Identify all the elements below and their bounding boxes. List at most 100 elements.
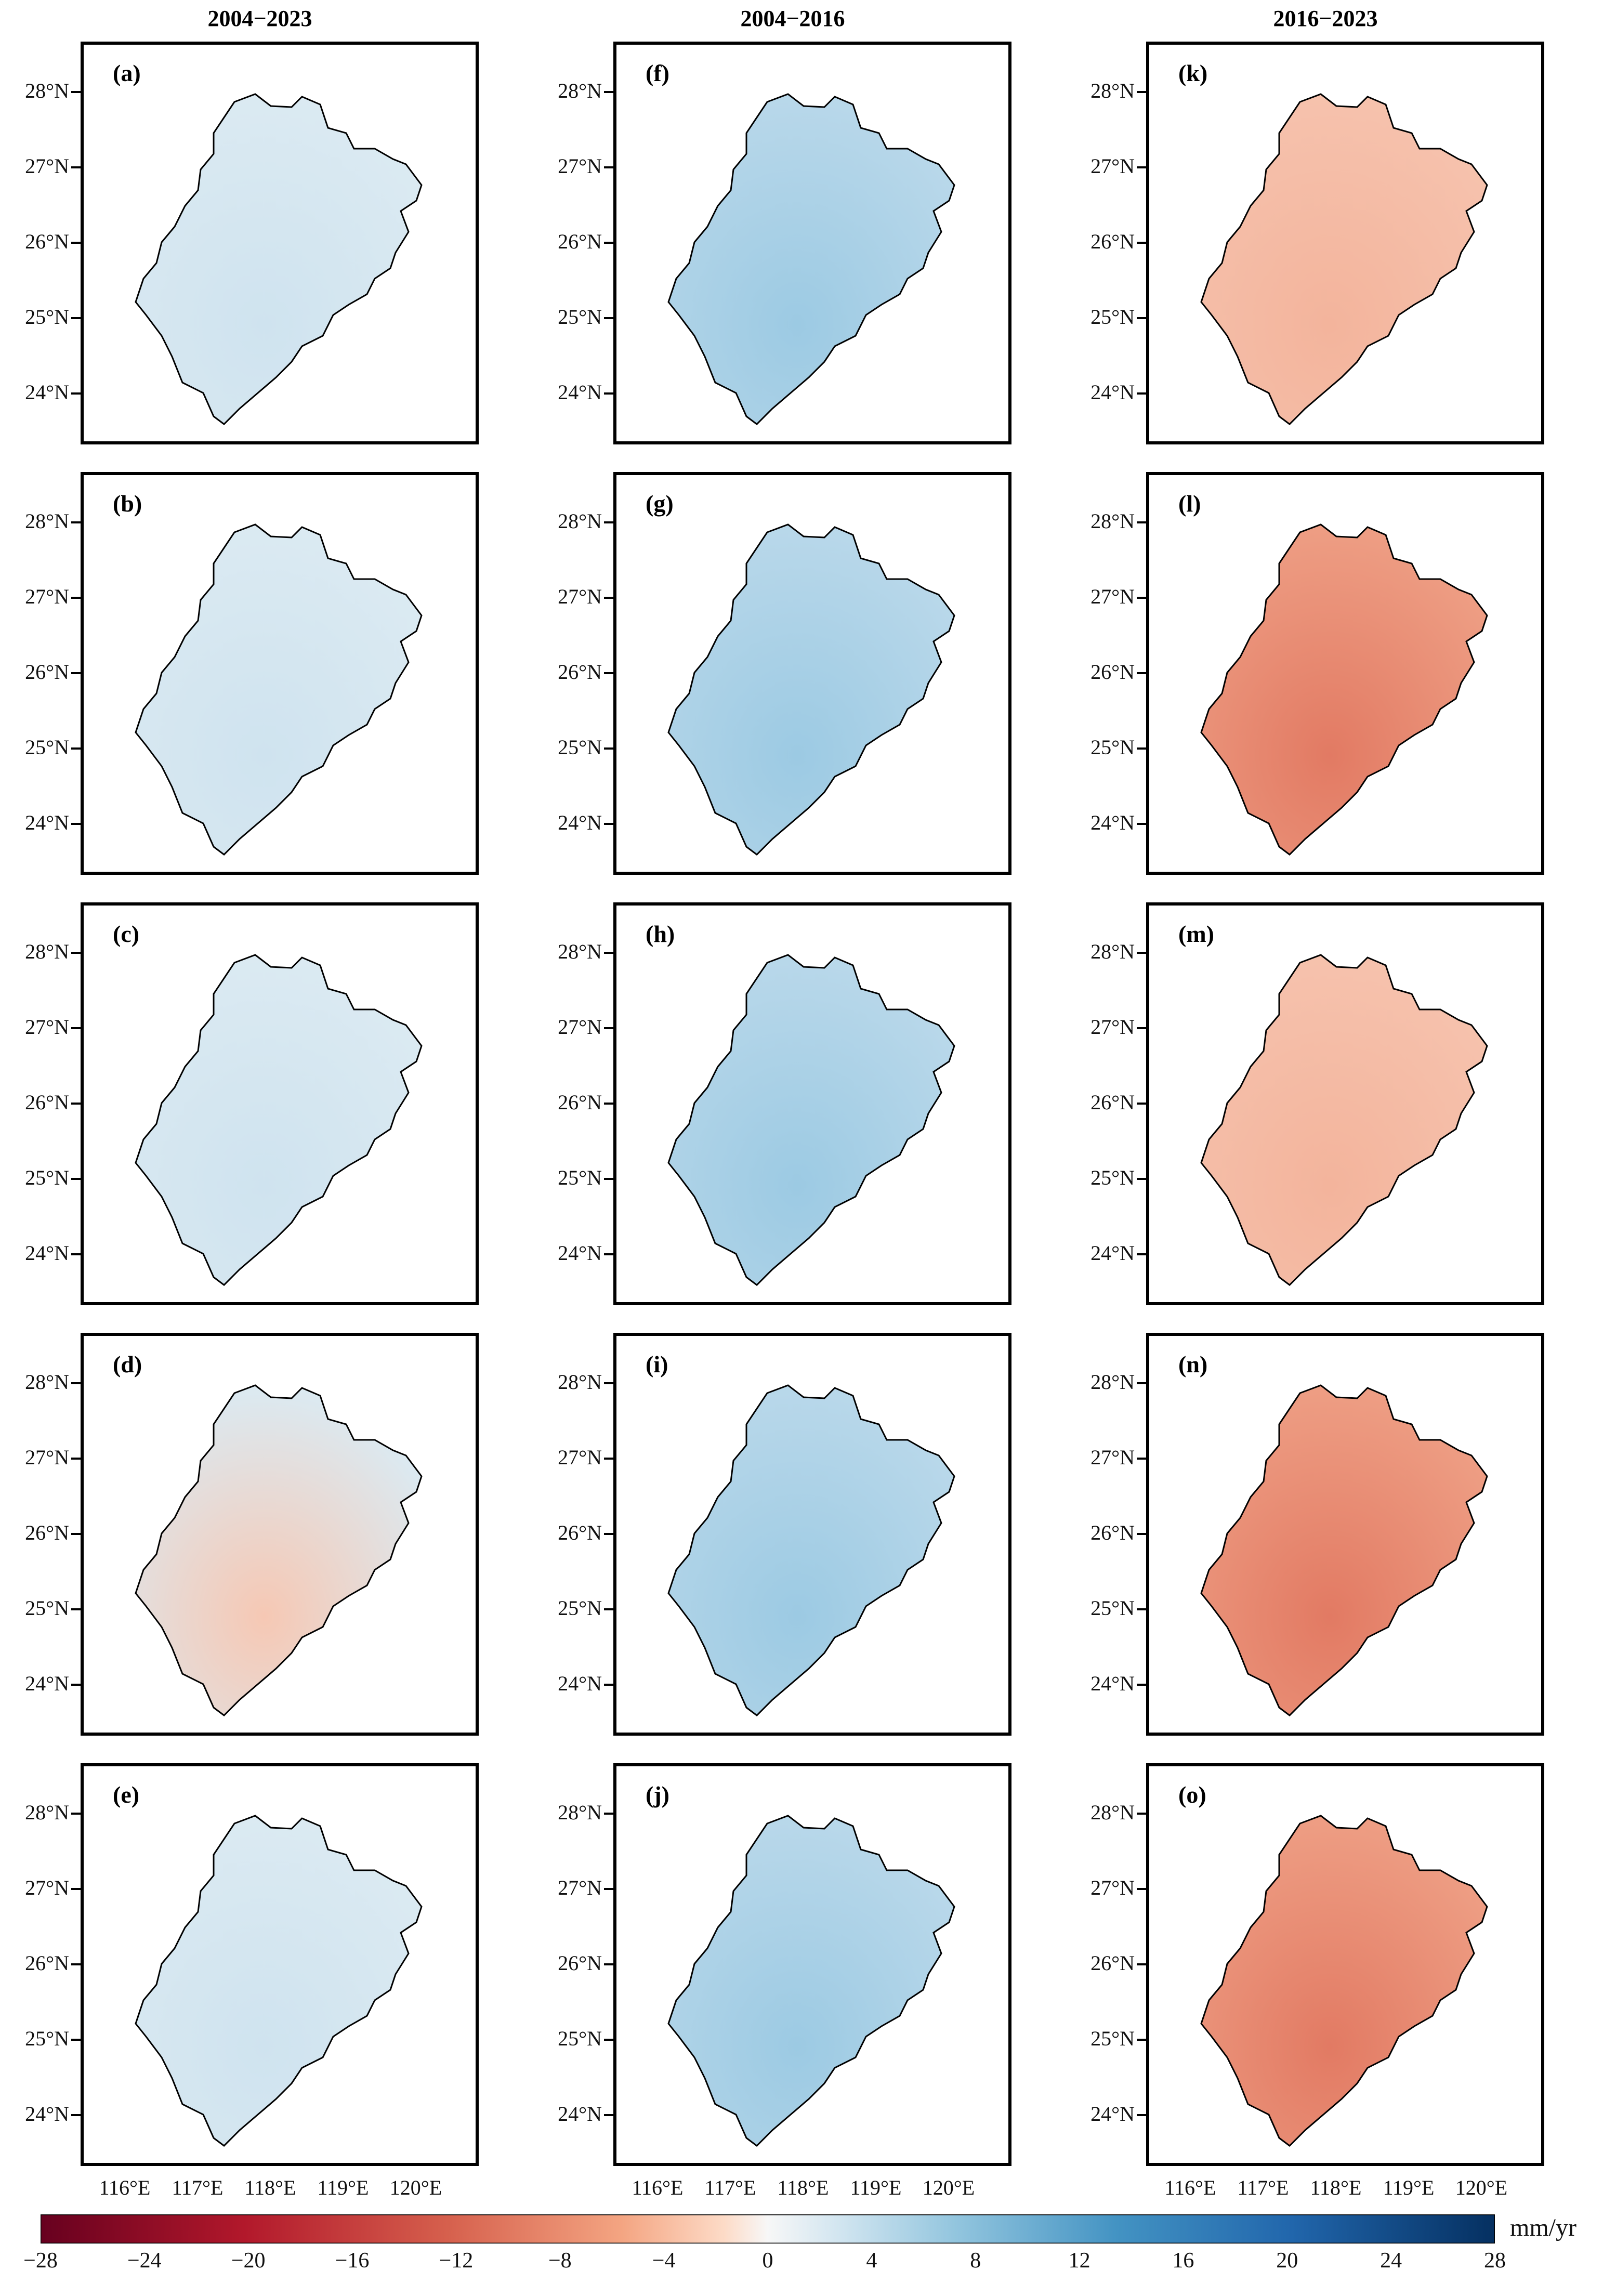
province-map	[667, 1815, 955, 2147]
y-tick-label: 24°N	[25, 1241, 69, 1265]
province-map	[667, 523, 955, 856]
y-tick-label: 28°N	[1090, 509, 1135, 533]
y-tick-label: 28°N	[558, 79, 602, 102]
y-tick-label: 27°N	[558, 154, 602, 178]
map-panel: (o)	[1146, 1763, 1544, 2166]
x-tick-label: 117°E	[172, 2176, 224, 2199]
x-tick-label: 120°E	[922, 2176, 975, 2199]
colorbar-tick-label: 8	[970, 2249, 981, 2273]
y-tick	[71, 823, 81, 825]
y-tick-label: 28°N	[1090, 1801, 1135, 1824]
y-tick	[604, 91, 613, 93]
y-tick	[604, 521, 613, 523]
y-tick-label: 26°N	[1090, 1091, 1135, 1114]
panel-label: (a)	[113, 60, 141, 86]
y-tick-label: 27°N	[25, 1876, 69, 1899]
y-tick-label: 26°N	[1090, 1951, 1135, 1975]
y-tick-label: 26°N	[558, 660, 602, 684]
y-tick-label: 26°N	[558, 1091, 602, 1114]
y-tick-label: 25°N	[558, 305, 602, 329]
panel-label: (i)	[646, 1351, 668, 1377]
y-tick	[604, 747, 613, 750]
map-panel: (g)	[613, 472, 1011, 875]
y-tick	[604, 1253, 613, 1255]
y-tick	[1137, 1684, 1146, 1686]
y-tick	[71, 1178, 81, 1180]
colorbar-unit: mm/yr	[1510, 2214, 1576, 2241]
column-title-1: 2004−2023	[207, 6, 312, 31]
y-tick-label: 28°N	[558, 1801, 602, 1824]
y-tick	[71, 166, 81, 168]
y-tick	[1137, 242, 1146, 244]
map-panel: (e)	[81, 1763, 479, 2166]
y-tick-label: 24°N	[25, 381, 69, 404]
panel-label: (g)	[646, 490, 674, 517]
y-tick-label: 26°N	[1090, 230, 1135, 253]
x-tick-label: 120°E	[389, 2176, 442, 2199]
y-tick-label: 28°N	[25, 79, 69, 102]
y-tick	[604, 1178, 613, 1180]
province-map	[135, 1815, 423, 2147]
y-tick	[1137, 1382, 1146, 1384]
y-tick	[71, 392, 81, 395]
x-tick-label: 119°E	[317, 2176, 369, 2199]
x-tick-label: 117°E	[704, 2176, 756, 2199]
y-tick	[604, 1963, 613, 1965]
y-tick-label: 25°N	[25, 1596, 69, 1620]
x-tick-label: 119°E	[1383, 2176, 1435, 2199]
y-tick	[71, 1684, 81, 1686]
y-tick-label: 27°N	[25, 154, 69, 178]
y-tick-label: 24°N	[1090, 811, 1135, 834]
map-panel: (f)	[613, 42, 1011, 444]
panel-label: (d)	[113, 1351, 142, 1377]
y-tick-label: 25°N	[25, 1166, 69, 1189]
y-tick	[1137, 952, 1146, 954]
y-tick	[604, 2114, 613, 2116]
y-tick-label: 25°N	[558, 736, 602, 759]
colorbar-tick-label: −8	[548, 2249, 572, 2273]
y-tick-label: 24°N	[1090, 2102, 1135, 2126]
colorbar-tick-label: 0	[762, 2249, 773, 2273]
y-tick-label: 27°N	[25, 1446, 69, 1469]
colorbar-tick-label: 16	[1172, 2249, 1194, 2273]
y-tick-label: 28°N	[1090, 1370, 1135, 1394]
y-tick	[71, 1813, 81, 1815]
map-panel: (a)	[81, 42, 479, 444]
y-tick-label: 24°N	[1090, 1672, 1135, 1695]
y-tick-label: 25°N	[558, 1596, 602, 1620]
y-tick	[71, 242, 81, 244]
colorbar-tick-label: 28	[1484, 2249, 1506, 2273]
map-panel: (i)	[613, 1333, 1011, 1736]
y-tick	[604, 2039, 613, 2041]
y-tick-label: 27°N	[1090, 585, 1135, 608]
y-tick-label: 28°N	[1090, 79, 1135, 102]
y-tick-label: 27°N	[558, 1015, 602, 1039]
colorbar-tick-label: 24	[1380, 2249, 1402, 2273]
y-tick-label: 25°N	[1090, 1166, 1135, 1189]
y-tick-label: 28°N	[1090, 940, 1135, 963]
colorbar-tick-label: −20	[231, 2249, 266, 2273]
panel-label: (h)	[646, 921, 675, 947]
y-tick-label: 26°N	[558, 1521, 602, 1544]
y-tick	[71, 952, 81, 954]
y-tick-label: 25°N	[1090, 736, 1135, 759]
y-tick-label: 25°N	[1090, 2027, 1135, 2050]
map-panel: (c)	[81, 902, 479, 1305]
y-tick-label: 26°N	[25, 660, 69, 684]
x-tick-label: 118°E	[777, 2176, 829, 2199]
panel-label: (n)	[1178, 1351, 1208, 1377]
y-tick	[604, 1608, 613, 1610]
y-tick-label: 25°N	[1090, 1596, 1135, 1620]
y-tick	[71, 1533, 81, 1535]
y-tick-label: 25°N	[558, 2027, 602, 2050]
y-tick	[71, 91, 81, 93]
y-tick	[1137, 1963, 1146, 1965]
y-tick	[1137, 672, 1146, 674]
y-tick	[1137, 1608, 1146, 1610]
x-tick-label: 120°E	[1455, 2176, 1508, 2199]
y-tick	[604, 1103, 613, 1105]
y-tick	[604, 952, 613, 954]
y-tick-label: 27°N	[1090, 154, 1135, 178]
y-tick-label: 28°N	[558, 509, 602, 533]
y-tick	[1137, 2039, 1146, 2041]
